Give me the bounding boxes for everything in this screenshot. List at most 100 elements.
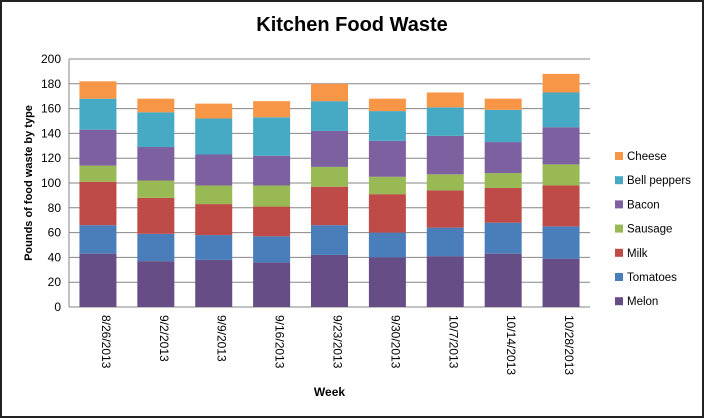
x-tick-label: 9/9/2013: [215, 315, 229, 362]
bar-segment-bell-peppers: [426, 107, 464, 136]
x-tick-label: 9/16/2013: [273, 315, 287, 369]
legend-label: Tomatoes: [627, 272, 677, 284]
bar-segment-bell-peppers: [79, 98, 117, 130]
bar-segment-melon: [484, 253, 522, 307]
legend-swatch: [615, 224, 623, 233]
bar-segment-bacon: [542, 127, 580, 165]
bar-segment-milk: [79, 181, 117, 226]
y-axis-title: Pounds of food waste by type: [23, 105, 35, 261]
y-tick-label: 40: [48, 250, 62, 264]
bar-segment-bacon: [137, 147, 175, 181]
bar-segment-bacon: [368, 140, 406, 177]
bar-segment-bell-peppers: [253, 117, 291, 156]
bar-segment-sausage: [368, 176, 406, 195]
bar-segment-tomatoes: [542, 226, 580, 259]
bar-segment-bell-peppers: [484, 109, 522, 143]
bar-segment-tomatoes: [253, 236, 291, 263]
y-tick-label: 20: [48, 275, 62, 289]
bar-segment-cheese: [484, 98, 522, 110]
x-tick-label: 10/14/2013: [504, 315, 518, 375]
x-tick-label: 9/2/2013: [157, 315, 171, 362]
legend-swatch: [615, 152, 623, 160]
y-tick-label: 200: [41, 52, 61, 66]
bar-segment-cheese: [195, 103, 233, 119]
bar-segment-tomatoes: [426, 227, 464, 257]
legend-swatch: [615, 200, 623, 209]
bar-segment-tomatoes: [368, 232, 406, 258]
bar-segment-milk: [368, 194, 406, 233]
bar-segment-bacon: [484, 142, 522, 174]
bar-segment-milk: [484, 187, 522, 223]
bar-segment-cheese: [79, 81, 117, 99]
bar-segment-sausage: [137, 180, 175, 198]
bar-segment-milk: [195, 204, 233, 236]
bar-segment-melon: [253, 262, 291, 307]
y-tick-label: 140: [41, 126, 61, 140]
bar-segment-melon: [311, 254, 348, 307]
bar-segment-cheese: [311, 83, 348, 102]
bar-segment-bacon: [253, 155, 291, 186]
bar-segment-cheese: [542, 73, 580, 93]
y-tick-label: 180: [41, 77, 61, 91]
bar-segment-melon: [426, 256, 464, 307]
bar-segment-tomatoes: [79, 225, 117, 254]
bar-segment-milk: [426, 190, 464, 228]
y-tick-label: 120: [41, 151, 61, 165]
bar-segment-tomatoes: [137, 233, 175, 262]
bar-segment-milk: [137, 197, 175, 234]
bar-segment-sausage: [542, 164, 580, 186]
legend-swatch: [615, 248, 623, 257]
bar-segment-bacon: [426, 135, 464, 175]
legend-label: Bell peppers: [627, 175, 691, 187]
bar-segment-melon: [79, 253, 117, 307]
bar-segment-cheese: [368, 98, 406, 112]
bar-segment-milk: [542, 185, 580, 227]
bar-segment-melon: [137, 261, 175, 307]
bar-segment-bacon: [195, 154, 233, 186]
bar-segment-bell-peppers: [542, 92, 580, 128]
y-tick-label: 0: [54, 300, 61, 314]
y-tick-label: 60: [48, 226, 62, 240]
bar-segment-tomatoes: [195, 235, 233, 260]
x-axis-title: Week: [314, 385, 345, 399]
bar-segment-bell-peppers: [195, 118, 233, 155]
bar-segment-sausage: [311, 166, 348, 187]
chart-title: Kitchen Food Waste: [256, 14, 448, 36]
legend-swatch: [615, 176, 623, 185]
bar-segment-cheese: [137, 98, 175, 113]
legend-label: Bacon: [627, 199, 660, 211]
legend-swatch: [615, 273, 623, 281]
bar-segment-sausage: [484, 173, 522, 188]
x-tick-label: 10/7/2013: [446, 315, 460, 369]
legend-swatch: [615, 297, 623, 306]
bar-segment-cheese: [253, 101, 291, 118]
bar-segment-melon: [195, 259, 233, 307]
y-tick-label: 80: [48, 201, 62, 215]
bar-segment-milk: [311, 186, 348, 226]
bar-segment-bell-peppers: [368, 111, 406, 141]
legend-label: Sausage: [627, 224, 672, 236]
bar-segment-sausage: [426, 174, 464, 191]
bar-segment-melon: [542, 258, 580, 307]
bar-segment-bell-peppers: [137, 112, 175, 148]
y-tick-label: 100: [41, 176, 61, 190]
y-tick-label: 160: [41, 102, 61, 116]
legend-label: Melon: [627, 296, 658, 308]
x-tick-label: 8/26/2013: [99, 315, 113, 369]
legend-label: Cheese: [627, 151, 667, 163]
bar-segment-tomatoes: [311, 225, 348, 255]
bar-segment-sausage: [79, 165, 117, 182]
bar-segment-sausage: [253, 185, 291, 207]
x-tick-label: 10/28/2013: [562, 315, 576, 375]
bar-segment-melon: [368, 257, 406, 307]
bar-segment-sausage: [195, 185, 233, 205]
bar-segment-bacon: [79, 129, 117, 166]
bar-segment-tomatoes: [484, 222, 522, 254]
x-tick-label: 9/30/2013: [388, 315, 402, 369]
legend-label: Milk: [627, 248, 648, 260]
x-tick-label: 9/23/2013: [331, 315, 345, 369]
bar-segment-cheese: [426, 92, 464, 108]
bar-segment-bacon: [311, 130, 348, 167]
